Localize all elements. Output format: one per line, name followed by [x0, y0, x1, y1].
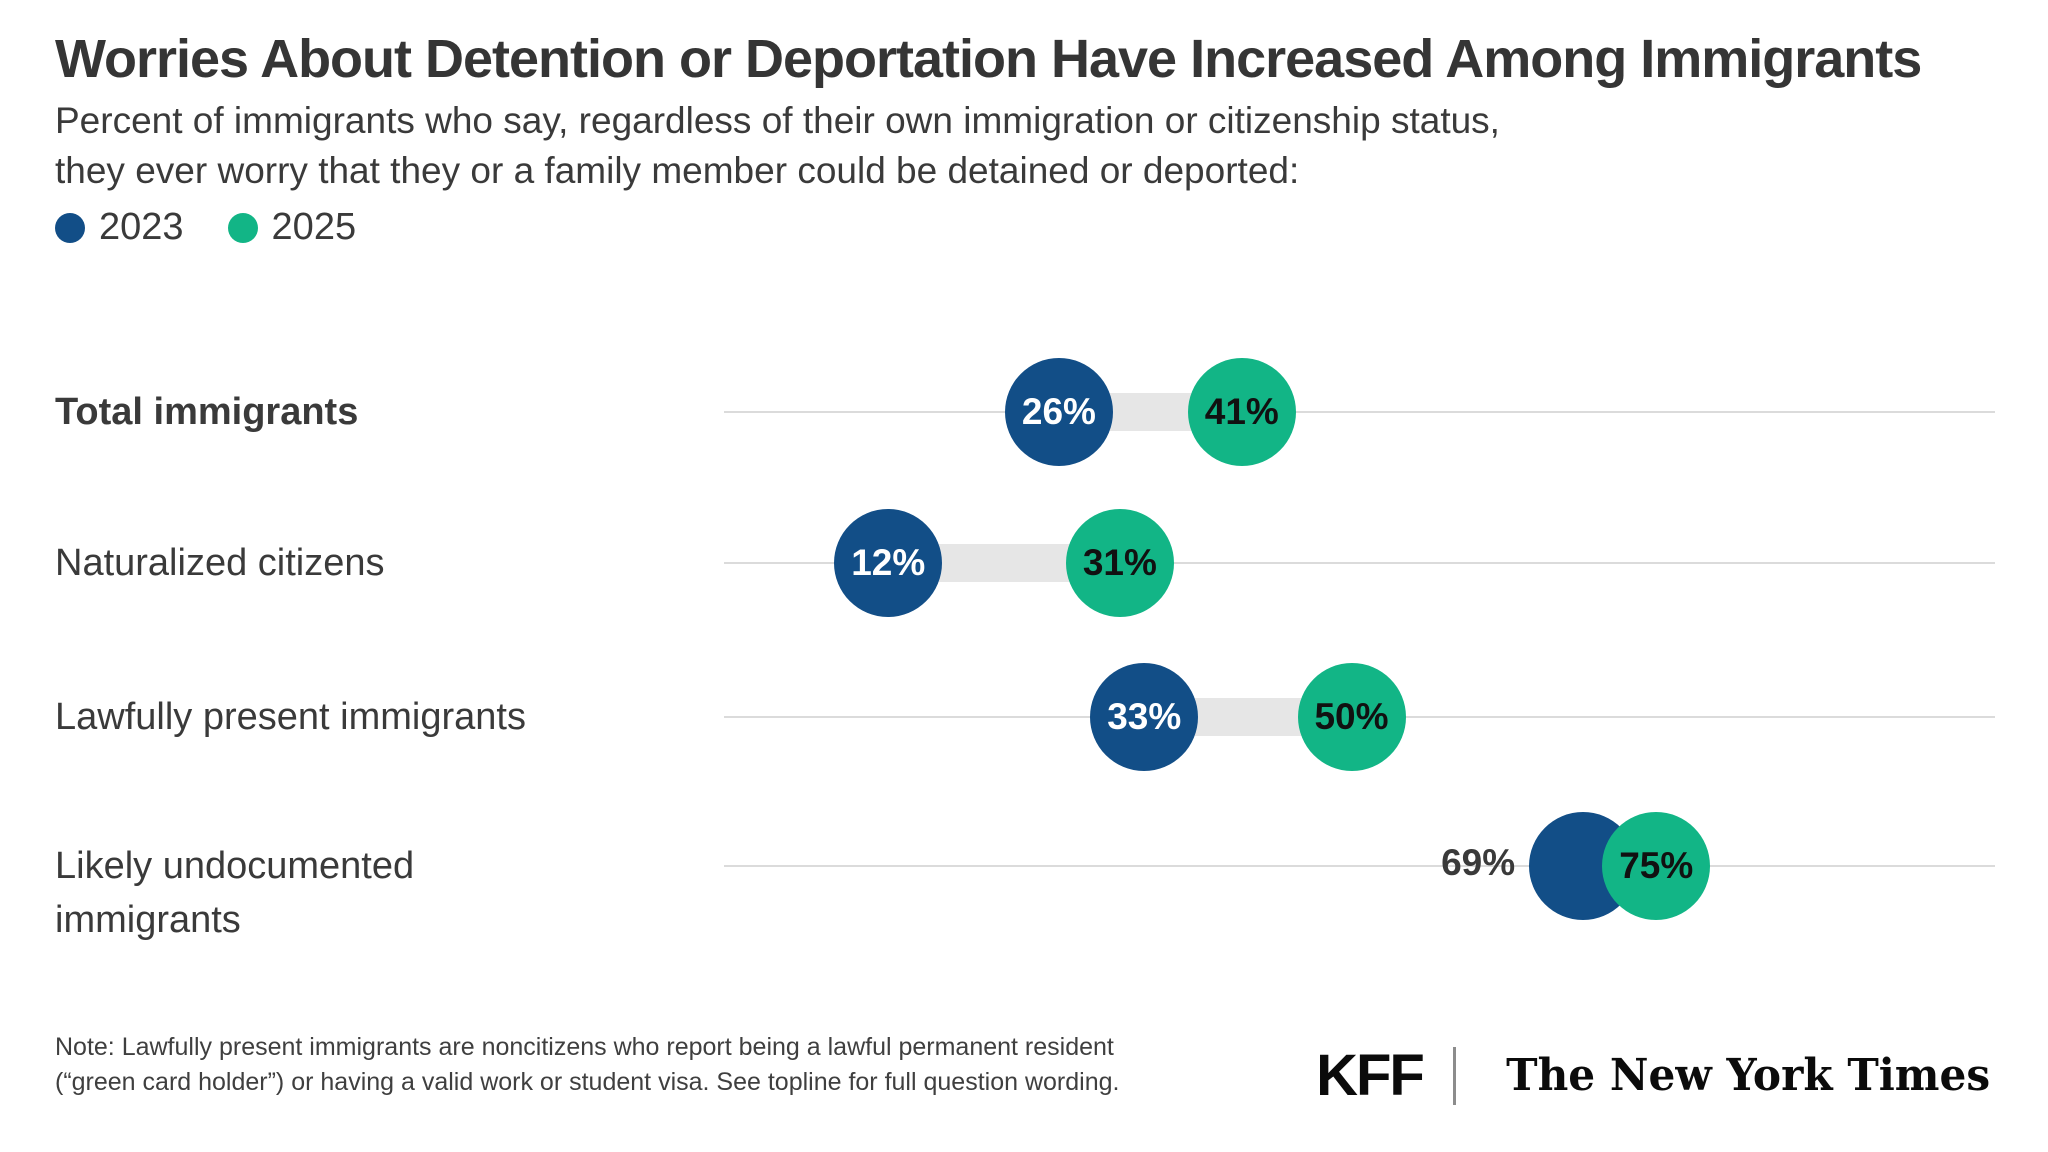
- legend: 2023 2025: [55, 206, 356, 249]
- footnote: Note: Lawfully present immigrants are no…: [55, 1030, 1305, 1100]
- legend-item-2025: 2025: [227, 206, 357, 249]
- category-label: Total immigrants: [55, 391, 359, 433]
- chart-subtitle: Percent of immigrants who say, regardles…: [55, 96, 1655, 196]
- legend-dot-2025-icon: [227, 212, 258, 243]
- dot-2025: 50%: [1297, 663, 1406, 771]
- page-title: Worries About Detention or Deportation H…: [55, 29, 1922, 89]
- nyt-logo: The New York Times: [1506, 1050, 1990, 1101]
- footnote-line-1: Note: Lawfully present immigrants are no…: [55, 1033, 1114, 1061]
- footnote-line-2: (“green card holder”) or having a valid …: [55, 1068, 1120, 1096]
- row-baseline: [724, 865, 1995, 867]
- legend-label-2025: 2025: [271, 206, 357, 248]
- legend-dot-2023-icon: [55, 212, 85, 243]
- row-baseline: [724, 411, 1995, 413]
- dot-2023: 33%: [1090, 663, 1199, 771]
- dot-2023: 26%: [1004, 358, 1113, 466]
- dot-2023: 12%: [834, 509, 943, 617]
- category-label: Lawfully present immigrants: [55, 696, 526, 738]
- category-label: Naturalized citizens: [55, 542, 385, 584]
- dot-2025: 75%: [1602, 812, 1711, 920]
- legend-item-2023: 2023: [55, 206, 184, 249]
- subtitle-line-2: they ever worry that they or a family me…: [55, 150, 1300, 191]
- category-label: Likely undocumented immigrants: [55, 845, 415, 941]
- row-baseline: [724, 562, 1995, 564]
- kff-logo: KFF: [1316, 1043, 1425, 1108]
- legend-label-2023: 2023: [99, 206, 184, 248]
- subtitle-line-1: Percent of immigrants who say, regardles…: [55, 100, 1500, 141]
- logo-separator: [1452, 1046, 1456, 1105]
- value-label-2023-outside: 69%: [1441, 842, 1516, 883]
- dot-2025: 31%: [1065, 509, 1174, 617]
- dot-2025: 41%: [1187, 358, 1296, 466]
- source-logos: KFF The New York Times: [1316, 1042, 1990, 1109]
